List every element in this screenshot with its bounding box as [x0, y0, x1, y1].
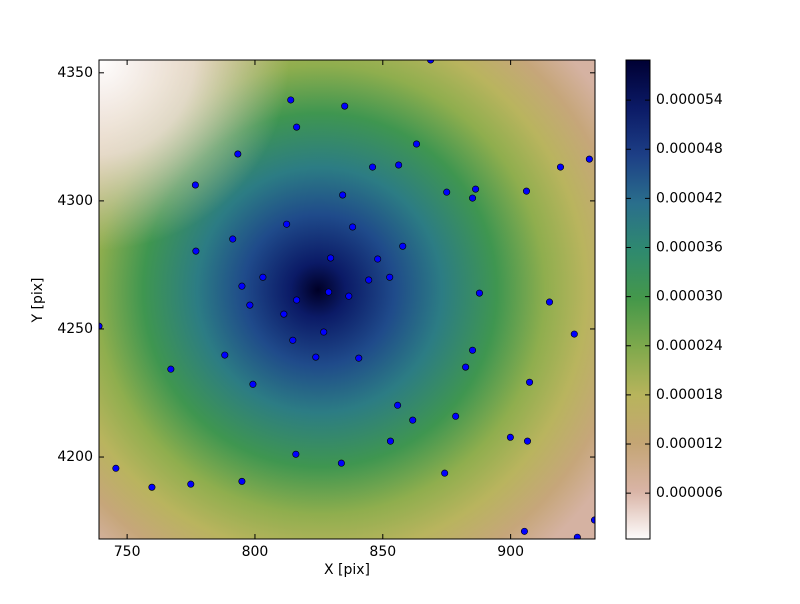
scatter-point: [293, 123, 301, 131]
scatter-point: [443, 188, 451, 196]
scatter-point: [570, 330, 578, 338]
scatter-point: [556, 163, 564, 171]
colorbar-tick-label: 0.000054: [656, 92, 723, 108]
y-tick-label: 4200: [57, 449, 93, 465]
scatter-point: [395, 161, 403, 169]
x-tick-label: 850: [369, 544, 396, 560]
scatter-point: [585, 155, 593, 163]
scatter-point: [524, 437, 532, 445]
scatter-point: [394, 401, 402, 409]
scatter-point: [386, 273, 394, 281]
scatter-point: [590, 516, 595, 524]
scatter-point: [187, 480, 195, 488]
scatter-point: [292, 450, 300, 458]
scatter-point: [345, 292, 353, 300]
scatter-point: [112, 464, 120, 472]
scatter-point: [409, 416, 417, 424]
y-tick-label: 4250: [57, 321, 93, 337]
colorbar-tick-label: 0.000042: [656, 190, 723, 206]
colorbar-tick-label: 0.000006: [656, 485, 723, 501]
scatter-point: [229, 235, 237, 243]
scatter-point: [238, 477, 246, 485]
scatter-point: [341, 102, 349, 110]
scatter-point: [221, 351, 229, 359]
scatter-point: [167, 365, 175, 373]
x-tick-label: 750: [114, 544, 141, 560]
scatter-point: [522, 187, 530, 195]
scatter-point: [339, 191, 347, 199]
scatter-point: [469, 194, 477, 202]
x-axis-label: X [pix]: [324, 562, 370, 578]
scatter-point: [472, 185, 480, 193]
scatter-point: [325, 288, 333, 296]
colorbar-tick-label: 0.000012: [656, 436, 723, 452]
colorbar-tick-label: 0.000018: [656, 387, 723, 403]
scatter-point: [238, 282, 246, 290]
scatter-point: [259, 273, 267, 281]
scatter-point: [293, 296, 301, 304]
scatter-point: [289, 336, 297, 344]
scatter-point: [191, 181, 199, 189]
scatter-point: [369, 163, 377, 171]
scatter-point: [413, 140, 421, 148]
x-tick-label: 800: [242, 544, 269, 560]
scatter-point: [312, 353, 320, 361]
scatter-point: [520, 527, 528, 535]
scatter-point: [506, 433, 514, 441]
scatter-point: [526, 378, 534, 386]
scatter-point: [355, 354, 363, 362]
scatter-point: [287, 96, 295, 104]
scatter-point: [386, 437, 394, 445]
scatter-point: [148, 483, 156, 491]
colorbar-tick-label: 0.000030: [656, 289, 723, 305]
scatter-point: [234, 150, 242, 158]
scatter-point: [573, 533, 581, 539]
scatter-point: [427, 60, 435, 64]
colorbar: [625, 59, 651, 540]
scatter-point: [462, 363, 470, 371]
scatter-point: [337, 459, 345, 467]
scatter-point: [545, 298, 553, 306]
heatmap: [99, 60, 595, 539]
scatter-point: [374, 255, 382, 263]
scatter-point: [327, 254, 335, 262]
scatter-point: [192, 247, 200, 255]
y-axis-label: Y [pix]: [30, 278, 46, 324]
plot-frame: [98, 59, 596, 540]
scatter-point: [475, 289, 483, 297]
scatter-point: [246, 301, 254, 309]
scatter-point: [320, 328, 328, 336]
scatter-point: [441, 469, 449, 477]
scatter-point: [249, 380, 257, 388]
scatter-point: [283, 220, 291, 228]
y-tick-label: 4350: [57, 65, 93, 81]
scatter-point: [365, 276, 373, 284]
scatter-point: [399, 242, 407, 250]
colorbar-tick-label: 0.000048: [656, 141, 723, 157]
scatter-point: [452, 412, 460, 420]
colorbar-tick-label: 0.000024: [656, 338, 723, 354]
colorbar-tick-label: 0.000036: [656, 240, 723, 256]
x-tick-label: 900: [497, 544, 524, 560]
y-tick-label: 4300: [57, 193, 93, 209]
scatter-point: [469, 346, 477, 354]
scatter-point: [349, 223, 357, 231]
scatter-point: [280, 310, 288, 318]
